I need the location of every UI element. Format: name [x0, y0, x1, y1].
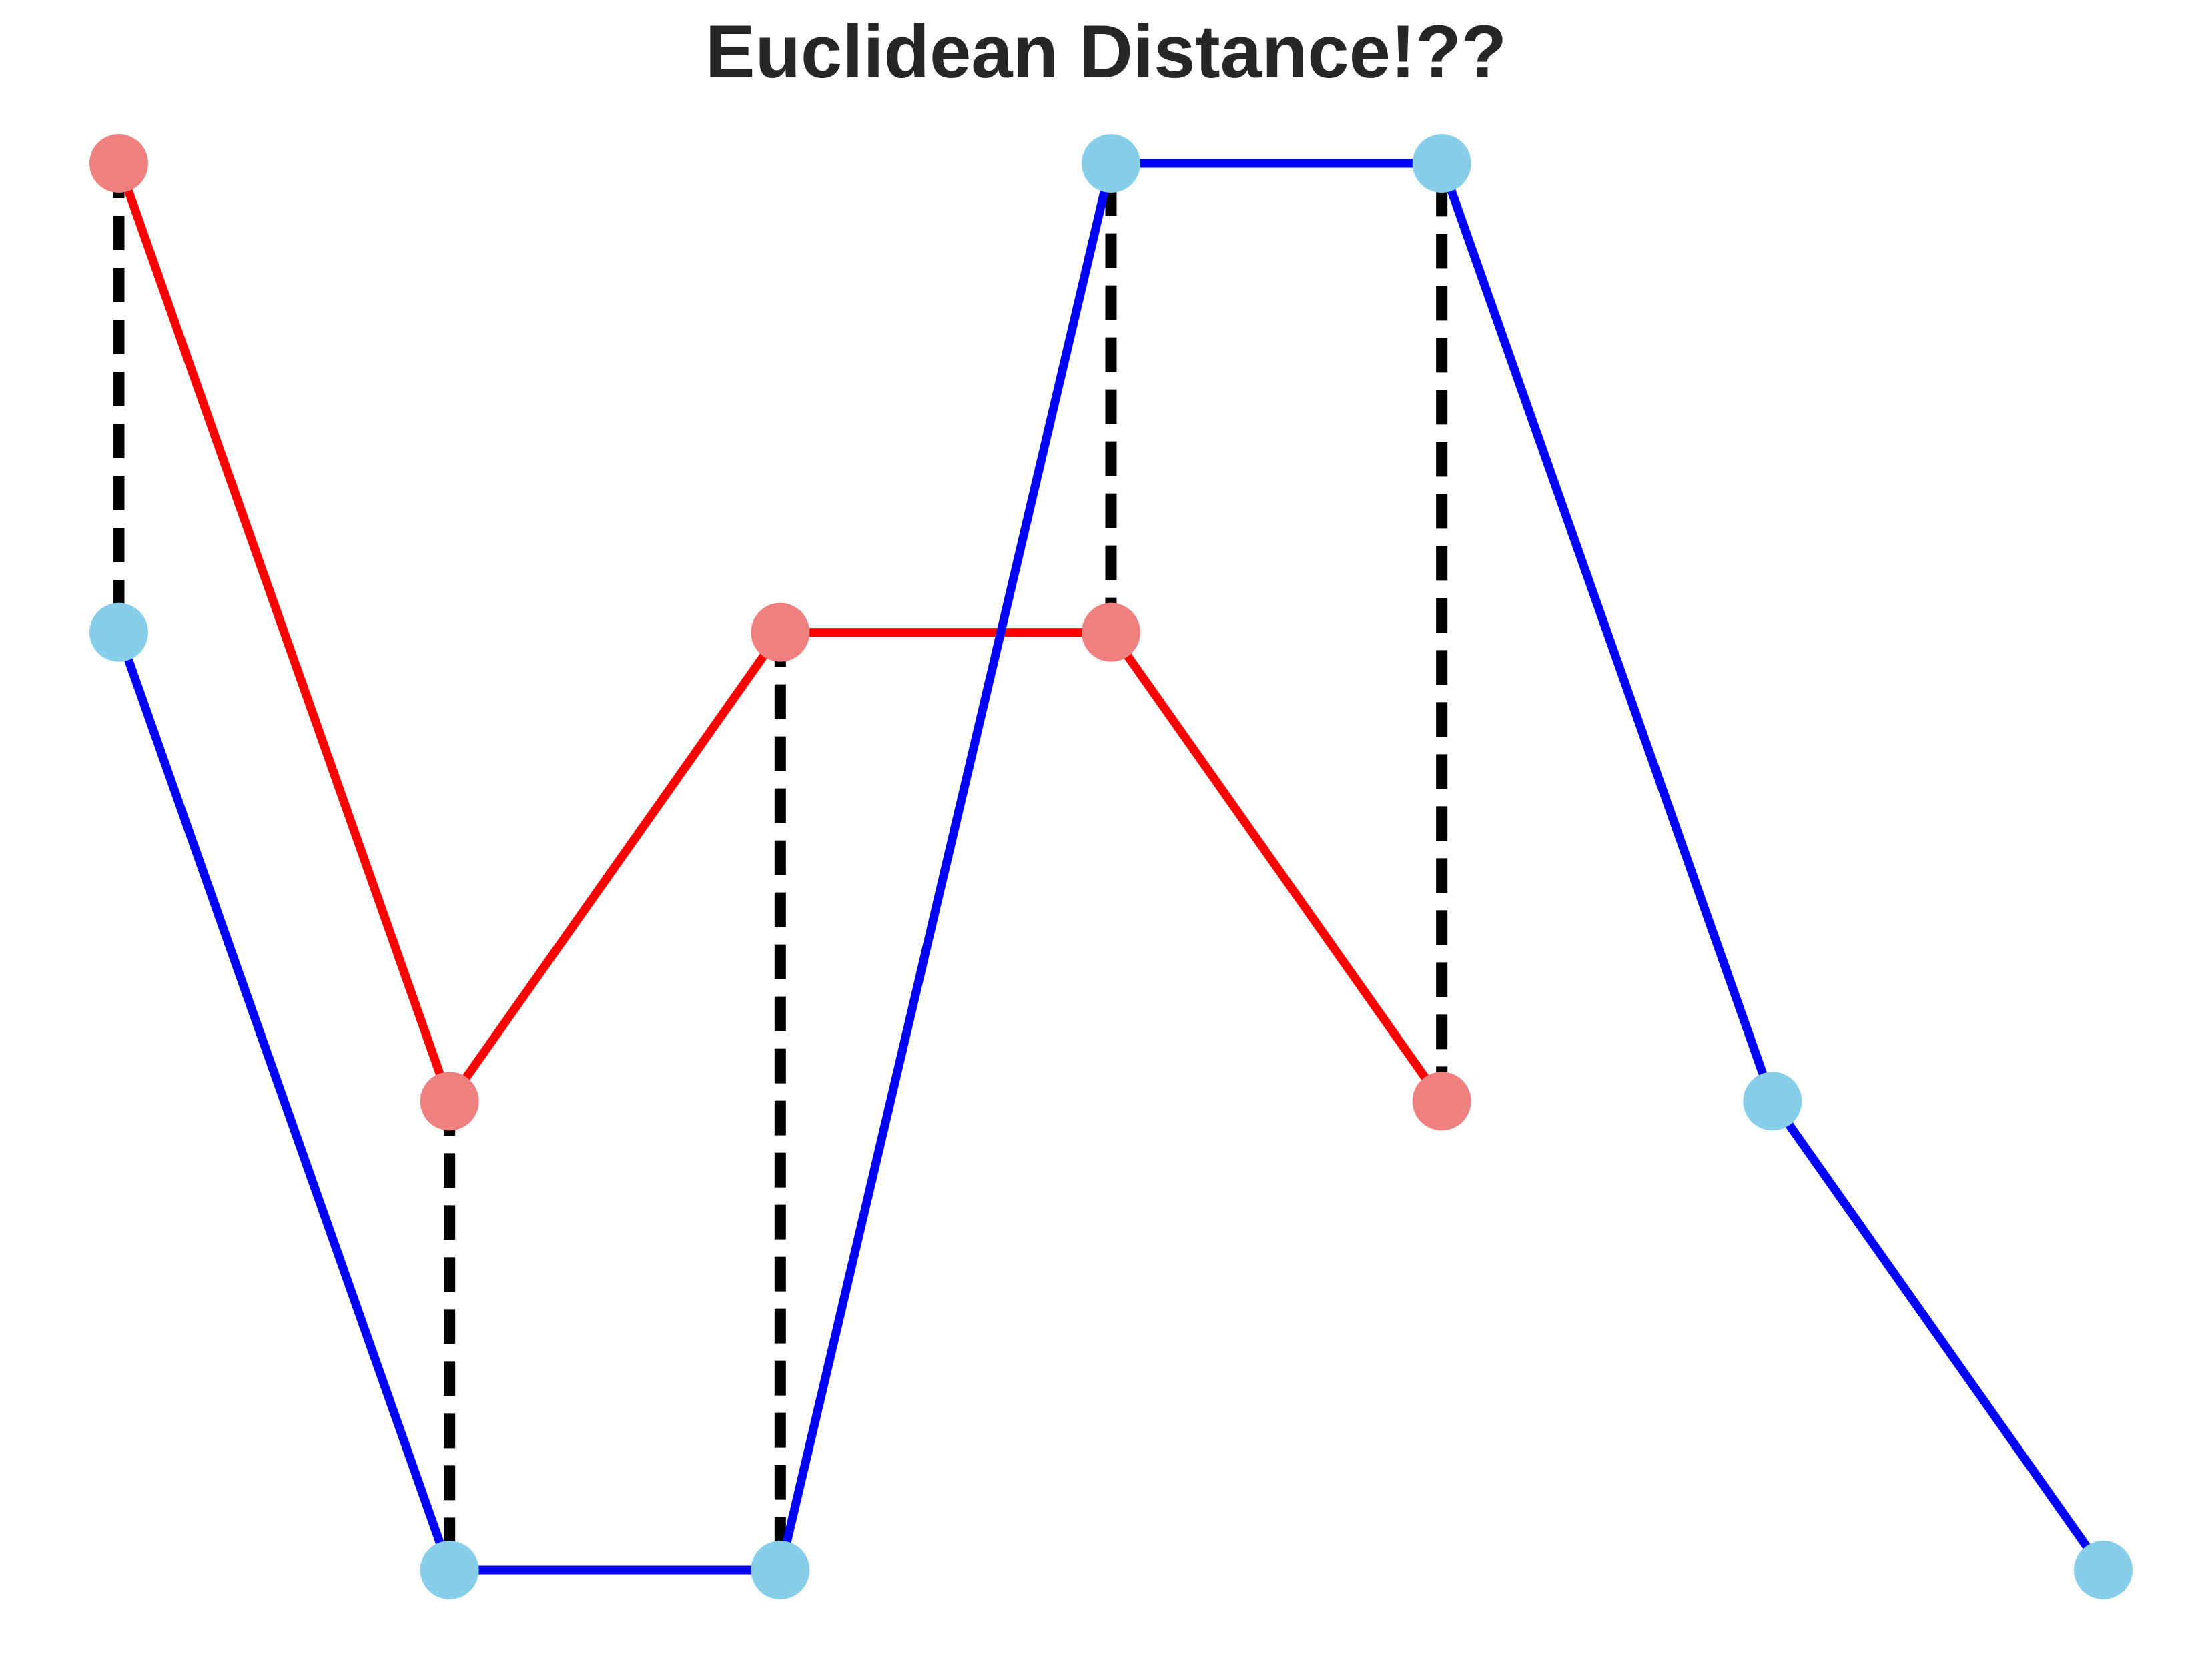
series-1-point-1: [420, 1541, 479, 1599]
series-1-point-0: [89, 602, 148, 662]
series-1-point-5: [1743, 1072, 1802, 1131]
series-1-line: [114, 159, 2107, 1575]
series-lines: [114, 159, 2107, 1575]
series-0-point-4: [1412, 1072, 1471, 1131]
series-0-point-2: [751, 602, 810, 662]
chart-title: Euclidean Distance!??: [705, 10, 1507, 93]
series-markers: [89, 134, 2133, 1599]
series-0-point-0: [89, 134, 148, 193]
series-1-point-3: [1082, 134, 1140, 193]
series-1-point-4: [1412, 134, 1471, 193]
connector-lines: [113, 163, 1448, 1570]
series-1-point-2: [751, 1541, 810, 1599]
series-0-point-3: [1082, 602, 1140, 662]
series-1-point-6: [2074, 1541, 2133, 1599]
series-0-point-1: [420, 1072, 479, 1131]
